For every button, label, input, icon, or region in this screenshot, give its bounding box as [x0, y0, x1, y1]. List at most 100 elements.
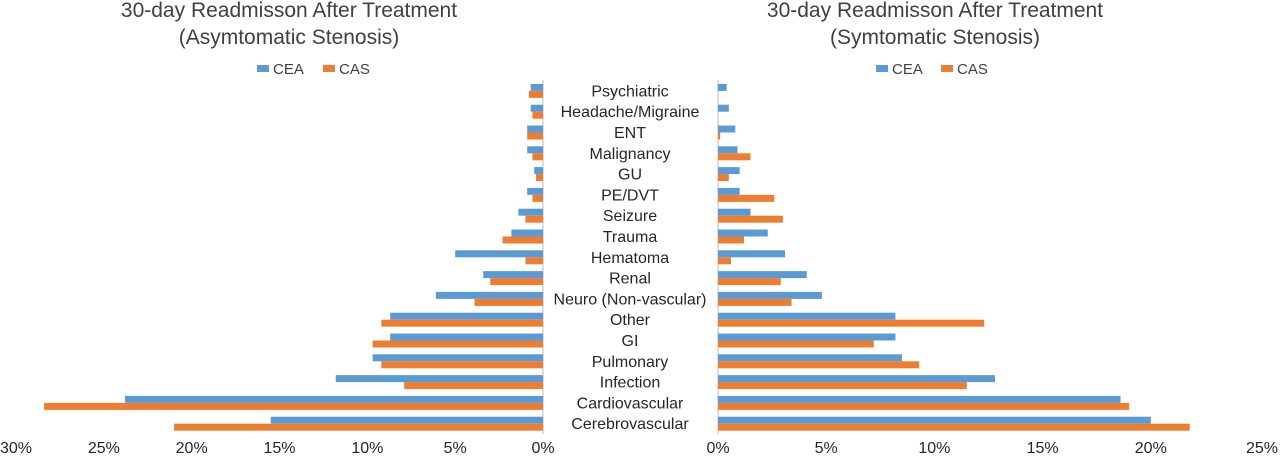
category-label-gi: GI [622, 333, 639, 350]
right-tick-label: 15% [1027, 440, 1059, 457]
left-bar-cas-gi [372, 340, 543, 348]
right-legend: CEA CAS [876, 61, 988, 78]
category-label-hematoma: Hematoma [591, 250, 669, 267]
left-bar-cas-neuro-non-vascular [474, 298, 543, 306]
right-bar-cea-pulmonary [718, 354, 902, 362]
left-bar-cea-infection [335, 375, 543, 383]
left-bar-cas-ent [527, 132, 543, 140]
left-tick-label: 25% [88, 440, 120, 457]
left-bar-cas-psychiatric [528, 90, 543, 98]
right-bar-cas-ent [718, 132, 721, 140]
right-bar-cas-other [718, 319, 985, 327]
right-bar-cas-pulmonary [718, 361, 920, 369]
left-bar-cea-trauma [511, 229, 543, 237]
right-legend-cas-swatch [941, 65, 953, 72]
left-bar-cea-gi [390, 333, 543, 341]
left-legend-cea-swatch [257, 65, 269, 72]
right-tick-label: 5% [815, 440, 838, 457]
category-label-seizure: Seizure [603, 208, 657, 225]
category-label-infection: Infection [600, 375, 660, 392]
right-bar-cea-renal [718, 271, 807, 279]
right-bar-cea-trauma [718, 229, 768, 237]
category-label-ent: ENT [614, 125, 646, 142]
right-bar-cea-malignancy [718, 146, 738, 154]
category-label-cardiovascular: Cardiovascular [577, 395, 684, 412]
right-bar-cea-other [718, 312, 896, 320]
left-bar-cas-pe-dvt [532, 194, 543, 202]
left-tick-label: 10% [351, 440, 383, 457]
right-legend-cea-swatch [876, 65, 888, 72]
category-label-neuro-non-vascular: Neuro (Non-vascular) [554, 291, 707, 308]
category-label-other: Other [610, 312, 651, 329]
left-bar-cas-headache-migraine [532, 111, 543, 119]
left-bar-cea-gu [534, 167, 543, 175]
left-bar-cas-renal [490, 278, 543, 286]
left-bar-cea-hematoma [455, 250, 543, 258]
right-bar-cas-hematoma [718, 257, 731, 265]
right-bar-cea-infection [718, 375, 995, 383]
right-bar-cas-malignancy [718, 153, 751, 161]
right-legend-cas-label: CAS [957, 61, 988, 78]
right-bar-cea-psychiatric [718, 83, 727, 91]
right-bar-cas-trauma [718, 236, 744, 244]
right-bar-cea-pe-dvt [718, 187, 740, 195]
left-bar-cea-seizure [518, 208, 543, 216]
right-tick-label: 10% [918, 440, 950, 457]
left-bar-cea-headache-migraine [530, 104, 543, 112]
right-bar-cas-renal [718, 278, 781, 286]
left-tick-label: 30% [0, 440, 32, 457]
right-chart-subtitle: (Symtomatic Stenosis) [830, 26, 1040, 49]
right-bar-cas-infection [718, 382, 967, 390]
left-bar-cea-cardiovascular [124, 395, 543, 403]
right-tick-labels: 0% 5% 10% 15% 20% 25% [706, 440, 1278, 457]
left-chart-title: 30-day Readmisson After Treatment [121, 0, 457, 22]
right-chart-title: 30-day Readmisson After Treatment [767, 0, 1103, 22]
left-tick-label: 0% [531, 440, 554, 457]
left-legend-cas-label: CAS [339, 61, 370, 78]
left-bar-cas-hematoma [525, 257, 543, 265]
left-bar-cas-cerebrovascular [174, 423, 543, 431]
category-label-malignancy: Malignancy [590, 146, 671, 163]
left-bar-cea-pe-dvt [527, 187, 543, 195]
right-bar-cea-cerebrovascular [718, 416, 1151, 424]
left-bar-cas-pulmonary [381, 361, 543, 369]
right-bar-cea-cardiovascular [718, 395, 1121, 403]
left-bar-cea-malignancy [527, 146, 543, 154]
left-tick-label: 15% [263, 440, 295, 457]
category-labels: Psychiatric Headache/Migraine ENT Malignanc… [554, 83, 707, 433]
left-bar-cas-infection [404, 382, 543, 390]
left-tick-label: 5% [444, 440, 467, 457]
right-bar-cas-pe-dvt [718, 194, 775, 202]
left-legend: CEA CAS [257, 61, 370, 78]
right-tick-label: 0% [706, 440, 729, 457]
right-bar-cas-cerebrovascular [718, 423, 1190, 431]
right-bar-cea-gi [718, 333, 896, 341]
left-bar-cea-neuro-non-vascular [435, 291, 543, 299]
right-bar-cas-seizure [718, 215, 783, 223]
left-bar-cea-other [390, 312, 543, 320]
left-bar-cas-malignancy [532, 153, 543, 161]
left-bar-cas-cardiovascular [44, 402, 544, 410]
right-bar-cea-hematoma [718, 250, 786, 258]
right-bar-cea-neuro-non-vascular [718, 291, 822, 299]
right-tick-label: 25% [1246, 440, 1278, 457]
left-bar-cea-ent [527, 125, 543, 133]
right-bar-cas-neuro-non-vascular [718, 298, 792, 306]
category-label-gu: GU [618, 167, 642, 184]
left-bar-cas-trauma [502, 236, 543, 244]
category-label-trauma: Trauma [603, 229, 658, 246]
category-label-renal: Renal [609, 271, 651, 288]
right-bar-cea-ent [718, 125, 736, 133]
left-bar-cas-seizure [525, 215, 543, 223]
left-bar-cas-other [381, 319, 543, 327]
category-label-pe-dvt: PE/DVT [601, 187, 659, 204]
left-legend-cas-swatch [323, 65, 335, 72]
left-bar-cea-cerebrovascular [270, 416, 543, 424]
category-label-cerebrovascular: Cerebrovascular [571, 416, 689, 433]
right-bar-cea-headache-migraine [718, 104, 729, 112]
right-bar-cas-gi [718, 340, 874, 348]
right-bar-cas-cardiovascular [718, 402, 1130, 410]
left-tick-label: 20% [176, 440, 208, 457]
right-bar-cas-gu [718, 174, 729, 182]
right-bar-cea-gu [718, 167, 740, 175]
